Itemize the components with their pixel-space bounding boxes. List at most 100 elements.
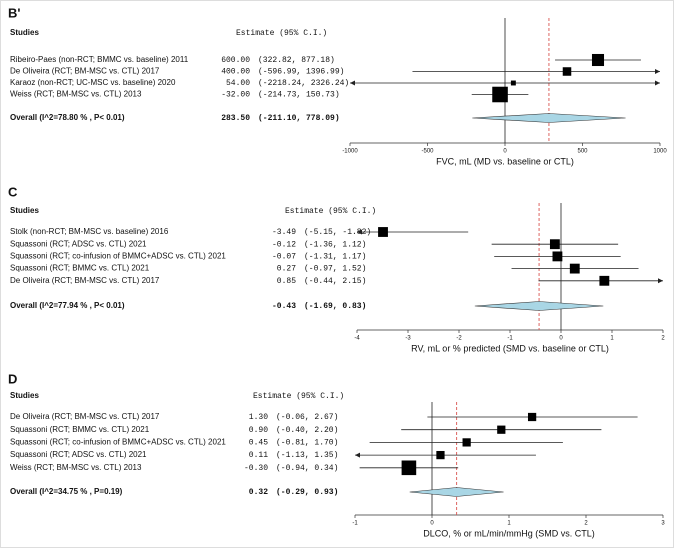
x-tick-label: 500: [577, 149, 588, 155]
overall-diamond: [472, 113, 626, 123]
estimate-label: 600.00: [221, 56, 250, 65]
overall-ci: (-211.10, 778.09): [258, 114, 340, 123]
study-label: Karaoz (non-RCT; UC-MSC vs. baseline) 20…: [10, 78, 176, 87]
column-header: Estimate (95% C.I.): [236, 29, 327, 38]
overall-diamond: [409, 487, 504, 497]
estimate-label: 0.27: [277, 265, 296, 274]
estimate-square: [492, 86, 508, 103]
ci-label: (-0.97, 1.52): [304, 265, 366, 274]
x-tick-label: -1: [352, 521, 358, 527]
ci-label: (322.82, 877.18): [258, 56, 335, 65]
x-axis-label: FVC, mL (MD vs. baseline or CTL): [436, 156, 574, 166]
study-label: De Oliveira (RCT; BM-MSC vs. CTL) 2017: [10, 276, 160, 285]
panel-label: C: [8, 184, 18, 199]
estimate-label: 0.90: [249, 426, 268, 435]
overall-ci: (-1.69, 0.83): [304, 302, 366, 311]
study-label: Squassoni (RCT; BMMC vs. CTL) 2021: [10, 425, 150, 434]
ci-label: (-1.31, 1.17): [304, 253, 366, 262]
study-label: Squassoni (RCT; co-infusion of BMMC+ADSC…: [10, 438, 226, 447]
x-tick-label: -4: [354, 336, 360, 342]
x-tick-label: 0: [430, 521, 434, 527]
estimate-square: [401, 460, 417, 476]
estimate-label: 54.00: [226, 79, 250, 88]
arrow-head: [655, 80, 660, 86]
study-label: De Oliveira (RCT; BM-MSC vs. CTL) 2017: [10, 67, 160, 76]
arrow-head: [655, 69, 660, 74]
ci-label: (-0.81, 1.70): [276, 439, 338, 448]
ci-label: (-596.99, 1396.99): [258, 68, 344, 77]
x-axis-label: RV, mL or % predicted (SMD vs. baseline …: [411, 343, 609, 353]
estimate-square: [378, 227, 388, 237]
x-axis-label: DLCO, % or mL/min/mmHg (SMD vs. CTL): [423, 528, 595, 538]
study-label: Squassoni (RCT; co-infusion of BMMC+ADSC…: [10, 252, 226, 261]
estimate-square: [549, 239, 560, 250]
column-header: Estimate (95% C.I.): [285, 207, 376, 216]
estimate-square: [527, 412, 537, 422]
x-tick-label: 1: [610, 336, 614, 342]
column-header: Studies: [10, 28, 39, 37]
estimate-square: [599, 275, 610, 286]
estimate-label: 1.30: [249, 413, 268, 422]
study-label: Squassoni (RCT; BMMC vs. CTL) 2021: [10, 264, 150, 273]
x-tick-label: -1000: [342, 149, 358, 155]
x-tick-label: 2: [584, 521, 588, 527]
overall-estimate: 0.32: [249, 488, 268, 497]
overall-estimate: 283.50: [221, 114, 250, 123]
estimate-label: -0.12: [272, 240, 296, 249]
overall-estimate: -0.43: [272, 302, 296, 311]
study-label: Squassoni (RCT; ADSC vs. CTL) 2021: [10, 450, 147, 459]
estimate-square: [562, 67, 572, 76]
ci-label: (-0.94, 0.34): [276, 464, 338, 473]
study-label: Weiss (RCT; BM-MSC vs. CTL) 2013: [10, 463, 142, 472]
estimate-label: 400.00: [221, 68, 250, 77]
column-header: Studies: [10, 206, 39, 215]
estimate-label: 0.85: [277, 277, 296, 286]
ci-label: (-0.06, 2.67): [276, 413, 338, 422]
study-label: Stolk (non-RCT; BM-MSC vs. baseline) 201…: [10, 227, 169, 236]
column-header: Estimate (95% C.I.): [253, 392, 344, 401]
study-label: Weiss (RCT; BM-MSC vs. CTL) 2013: [10, 90, 142, 99]
ci-label: (-0.40, 2.20): [276, 426, 338, 435]
overall-ci: (-0.29, 0.93): [276, 488, 338, 497]
arrow-head: [355, 452, 360, 458]
x-tick-label: 1: [507, 521, 511, 527]
estimate-label: 0.11: [249, 451, 268, 460]
overall-label: Overall (I^2=34.75 % , P=0.19): [10, 487, 123, 496]
ci-label: (-2218.24, 2326.24): [258, 79, 349, 88]
ci-label: (-214.73, 150.73): [258, 91, 340, 100]
x-tick-label: -2: [456, 336, 462, 342]
x-tick-label: 0: [503, 149, 507, 155]
panel-label: B': [8, 5, 20, 20]
arrow-head: [658, 278, 663, 284]
estimate-square: [436, 450, 445, 460]
estimate-label: -3.49: [272, 228, 296, 237]
estimate-label: -32.00: [221, 91, 250, 100]
estimate-square: [569, 263, 580, 274]
estimate-square: [497, 425, 506, 434]
estimate-square: [510, 80, 516, 86]
x-tick-label: -1: [507, 336, 513, 342]
column-header: Studies: [10, 391, 39, 400]
estimate-square: [552, 251, 563, 262]
estimate-label: 0.45: [249, 439, 268, 448]
overall-label: Overall (I^2=77.94 % , P< 0.01): [10, 301, 125, 310]
estimate-label: -0.30: [244, 464, 268, 473]
arrow-head: [357, 229, 362, 235]
estimate-square: [591, 53, 605, 67]
estimate-square: [462, 438, 471, 447]
study-label: Squassoni (RCT; ADSC vs. CTL) 2021: [10, 239, 147, 248]
study-label: De Oliveira (RCT; BM-MSC vs. CTL) 2017: [10, 412, 160, 421]
x-tick-label: 3: [661, 521, 665, 527]
ci-label: (-5.15, -1.82): [304, 228, 371, 237]
estimate-label: -0.07: [272, 253, 296, 262]
x-tick-label: 0: [559, 336, 563, 342]
study-label: Ribeiro-Paes (non-RCT; BMMC vs. baseline…: [10, 55, 189, 64]
x-tick-label: -500: [421, 149, 434, 155]
x-tick-label: 2: [661, 336, 665, 342]
overall-diamond: [474, 301, 604, 311]
overall-label: Overall (I^2=78.80 % , P< 0.01): [10, 113, 125, 122]
ci-label: (-1.36, 1.12): [304, 240, 366, 249]
ci-label: (-0.44, 2.15): [304, 277, 366, 286]
x-tick-label: -3: [405, 336, 411, 342]
